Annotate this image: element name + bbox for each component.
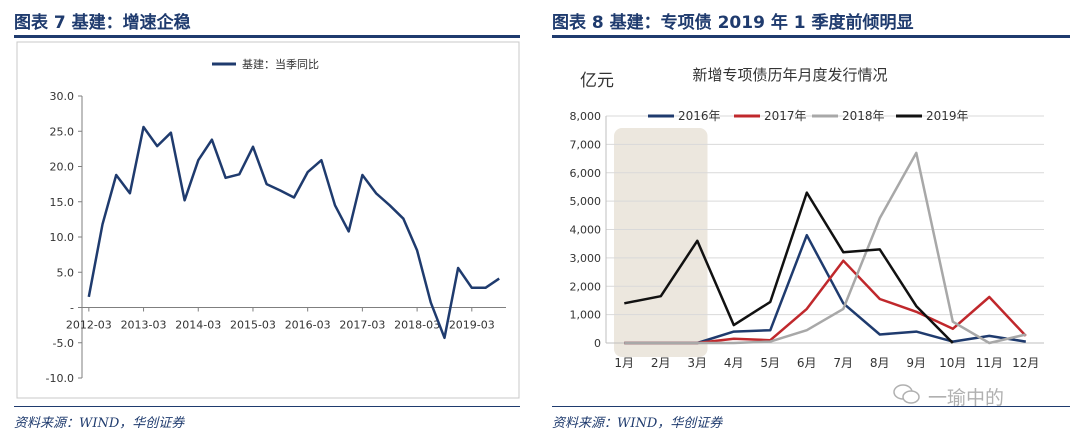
left-y-tick-label: 15.0 bbox=[50, 196, 75, 209]
left-source-rule bbox=[14, 406, 520, 407]
right-y-tick-label: 7,000 bbox=[570, 138, 602, 151]
right-x-tick-label: 1月 bbox=[614, 356, 634, 370]
right-x-tick-label: 12月 bbox=[1012, 356, 1039, 370]
left-y-tick-label: 25.0 bbox=[50, 125, 75, 138]
left-y-tick-label: -10.0 bbox=[46, 372, 74, 385]
right-figure-title: 图表 8 基建：专项债 2019 年 1 季度前倾明显 bbox=[552, 13, 914, 33]
right-y-tick-label: 8,000 bbox=[570, 110, 602, 123]
right-legend-label: 2017年 bbox=[764, 109, 807, 123]
right-x-tick-label: 8月 bbox=[870, 356, 890, 370]
right-legend: 2016年 2017年 2018年 2019年 bbox=[648, 109, 969, 123]
right-series-line-2 bbox=[624, 151, 1027, 345]
left-x-tick-label: 2013-03 bbox=[121, 319, 167, 332]
right-legend-label: 2016年 bbox=[678, 109, 721, 123]
left-chart-frame bbox=[16, 41, 520, 399]
right-x-tick-label: 7月 bbox=[833, 356, 853, 370]
left-series-line bbox=[87, 125, 500, 340]
right-x-tick-label: 9月 bbox=[906, 356, 926, 370]
watermark-text: 一瑜中的 bbox=[928, 387, 1005, 409]
left-y-tick-label: 20.0 bbox=[50, 161, 75, 174]
right-y-tick-label: 1,000 bbox=[570, 309, 602, 322]
right-source-note: 资料来源：WIND，华创证券 bbox=[552, 416, 723, 431]
left-x-tick-label: 2019-03 bbox=[449, 319, 495, 332]
right-y-tick-label: 6,000 bbox=[570, 167, 602, 180]
left-y-tick-label: - bbox=[70, 302, 74, 315]
right-legend-label: 2018年 bbox=[842, 109, 885, 123]
right-y-tick-label: 3,000 bbox=[570, 252, 602, 265]
right-highlight-region bbox=[614, 128, 708, 357]
right-y-tick-label: 0 bbox=[594, 337, 601, 350]
left-x-tick-label: 2012-03 bbox=[66, 319, 112, 332]
left-y-tick-label: -5.0 bbox=[53, 337, 74, 350]
left-x-tick-label: 2017-03 bbox=[339, 319, 385, 332]
left-y-tick-label: 30.0 bbox=[50, 90, 75, 103]
left-x-tick-label: 2014-03 bbox=[175, 319, 221, 332]
right-x-tick-label: 11月 bbox=[976, 356, 1003, 370]
right-chart-marks bbox=[624, 151, 1027, 345]
right-title-rule bbox=[552, 35, 1070, 38]
right-y-tick-label: 4,000 bbox=[570, 224, 602, 237]
right-x-tick-label: 4月 bbox=[724, 356, 744, 370]
right-x-tick-label: 10月 bbox=[939, 356, 966, 370]
right-source-rule bbox=[552, 406, 1070, 407]
right-x-tick-label: 5月 bbox=[760, 356, 780, 370]
left-figure-title: 图表 7 基建：增速企稳 bbox=[14, 13, 191, 33]
right-chart-axes: 8,000 7,000 6,000 5,000 4,000 3,000 2,000 1,000… bbox=[570, 110, 1044, 370]
right-y-tick-label: 5,000 bbox=[570, 195, 602, 208]
left-y-tick-label: 10.0 bbox=[50, 231, 75, 244]
left-y-tick-label: 5.0 bbox=[57, 266, 75, 279]
left-title-rule bbox=[14, 35, 520, 38]
right-highlight-box bbox=[614, 128, 708, 357]
right-x-tick-label: 3月 bbox=[687, 356, 707, 370]
right-chart-title: 新增专项债历年月度发行情况 bbox=[692, 66, 887, 84]
right-y-tick-label: 2,000 bbox=[570, 280, 602, 293]
left-chart-marks bbox=[87, 125, 500, 340]
right-series-line-3 bbox=[624, 191, 954, 344]
left-x-tick-label: 2018-03 bbox=[394, 319, 440, 332]
left-chart-axes: 30.0 25.0 20.0 15.0 10.0 5.0 - -5.0 -10.0 2012-03… bbox=[46, 90, 506, 385]
left-legend-label: 基建：当季同比 bbox=[242, 57, 319, 71]
right-x-tick-label: 2月 bbox=[651, 356, 671, 370]
right-unit-label: 亿元 bbox=[580, 71, 614, 91]
left-x-tick-label: 2016-03 bbox=[285, 319, 331, 332]
right-legend-label: 2019年 bbox=[926, 109, 969, 123]
left-x-tick-label: 2015-03 bbox=[230, 319, 276, 332]
right-x-tick-label: 6月 bbox=[797, 356, 817, 370]
left-source-note: 资料来源：WIND，华创证券 bbox=[14, 416, 185, 431]
wechat-icon bbox=[893, 384, 920, 404]
